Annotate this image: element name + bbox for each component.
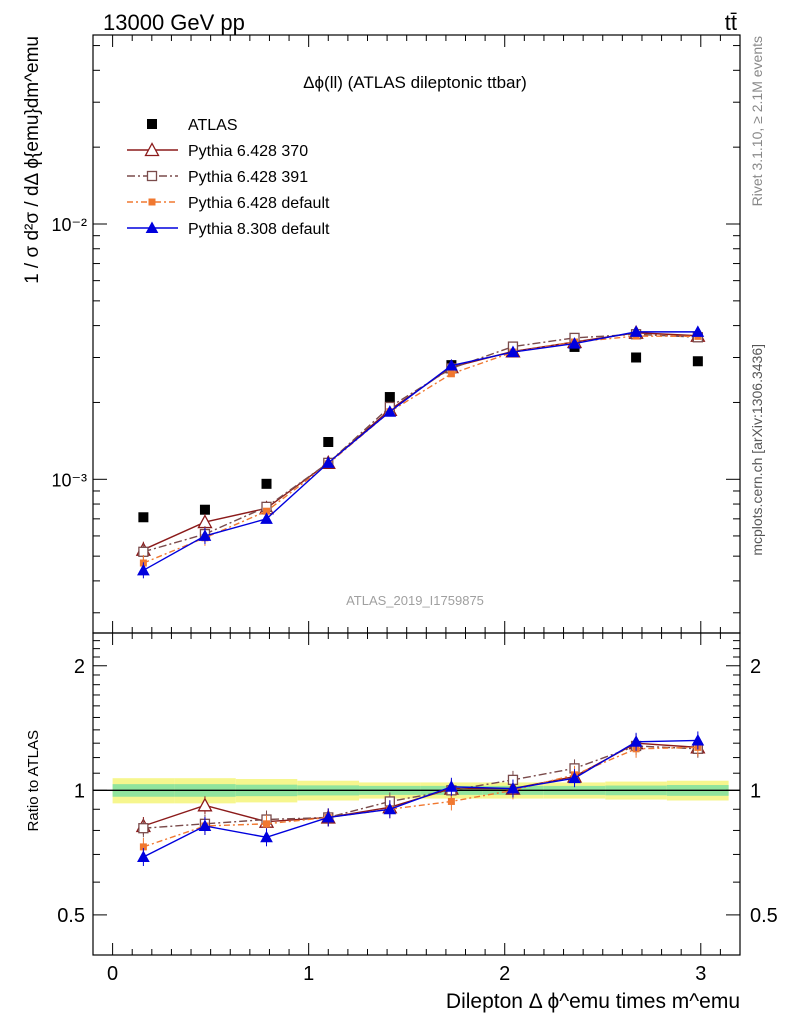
y-axis-label: 1 / σ d²σ / dΔ ϕ{emu}dm^emu — [22, 36, 43, 284]
chart-title: Δϕ(ll) (ATLAS dileptonic ttbar) — [303, 73, 527, 92]
data-point — [199, 504, 210, 515]
series-point — [263, 507, 271, 515]
x-tick-label: 2 — [499, 963, 510, 985]
ratio-series-point — [263, 820, 271, 828]
series-point — [447, 370, 455, 378]
series-point — [383, 405, 397, 417]
x-tick-label: 1 — [303, 963, 314, 985]
legend-marker — [146, 170, 158, 182]
analysis-label: ATLAS_2019_I1759875 — [346, 593, 484, 608]
data-point — [692, 356, 703, 367]
series-point — [260, 512, 273, 524]
ratio-series-point — [629, 735, 643, 747]
series-point — [568, 337, 581, 349]
data-point — [323, 436, 334, 447]
ratio-series-point — [137, 850, 150, 863]
ratio-series-point — [506, 782, 520, 794]
ratio-y-tick-label-right: 1 — [750, 780, 761, 802]
series-point — [321, 456, 335, 468]
ratio-y-tick-label-right: 0.5 — [750, 905, 778, 927]
ratio-y-axis-label: Ratio to ATLAS — [25, 730, 42, 831]
axes-layer: 0 1 2 3 10⁻³ 10⁻² 0.5 0.5 1 1 2 2 — [51, 34, 778, 985]
series-line — [143, 333, 698, 553]
y-tick-label: 10⁻² — [51, 215, 87, 235]
ratio-series-point — [139, 843, 147, 851]
header-right-label: tt̄ — [725, 10, 737, 35]
mcplots-label: mcplots.cern.ch [arXiv:1306.3436] — [749, 344, 765, 556]
y-tick-label: 10⁻³ — [51, 470, 87, 490]
ratio-series-point — [691, 733, 705, 746]
x-axis-label: Dilepton Δ ϕ^emu times m^emu — [446, 990, 740, 1013]
legend-label: Pythia 6.428 370 — [188, 143, 308, 160]
series-line — [143, 332, 698, 551]
ratio-series-point — [445, 780, 458, 792]
ratio-series-point — [321, 810, 335, 823]
x-tick-label: 3 — [695, 963, 706, 985]
ratio-series-line — [143, 746, 698, 848]
series-point — [137, 563, 150, 576]
series-point — [445, 359, 458, 371]
ratio-series-point — [568, 771, 581, 784]
main-panel — [135, 324, 706, 579]
legend-marker — [144, 142, 160, 157]
rivet-label: Rivet 3.1.10, ≥ 2.1M events — [749, 36, 765, 206]
legend-marker — [147, 119, 157, 129]
ratio-frame — [92, 632, 741, 956]
ratio-series-point — [198, 819, 212, 831]
ratio-series-point — [197, 797, 213, 812]
legend-label: ATLAS — [188, 117, 238, 134]
ratio-y-tick-label: 0.5 — [57, 905, 85, 927]
legend-label: Pythia 6.428 391 — [188, 169, 308, 186]
ratio-series-line — [143, 739, 698, 858]
legend-label: Pythia 8.308 default — [188, 221, 330, 238]
series-line — [143, 335, 698, 564]
series-point — [691, 325, 705, 337]
ratio-y-tick-label: 1 — [74, 780, 85, 802]
ratio-y-tick-label: 2 — [74, 656, 85, 678]
legend-label: Pythia 6.428 default — [188, 195, 330, 212]
legend: ATLAS Pythia 6.428 370 Pythia 6.428 391 Pyt… — [127, 117, 330, 238]
ratio-series-point — [260, 830, 273, 843]
series-point — [138, 546, 149, 557]
legend-marker — [148, 198, 156, 206]
x-tick-label: 0 — [107, 963, 118, 985]
header-left-label: 13000 GeV pp — [103, 10, 245, 35]
ratio-series-point — [447, 797, 455, 805]
ratio-series-line — [143, 745, 698, 829]
data-point — [261, 478, 272, 489]
ratio-series-point — [138, 823, 149, 834]
ratio-y-tick-label-right: 2 — [750, 656, 761, 678]
data-point — [631, 352, 642, 363]
data-point — [384, 392, 395, 403]
series-point — [506, 345, 520, 358]
ratio-series-point — [383, 802, 397, 815]
series-point — [629, 325, 643, 337]
legend-marker — [145, 221, 159, 233]
ratio-panel — [93, 731, 740, 867]
series-line — [143, 331, 698, 571]
data-point — [138, 512, 149, 523]
series-point — [198, 529, 212, 541]
